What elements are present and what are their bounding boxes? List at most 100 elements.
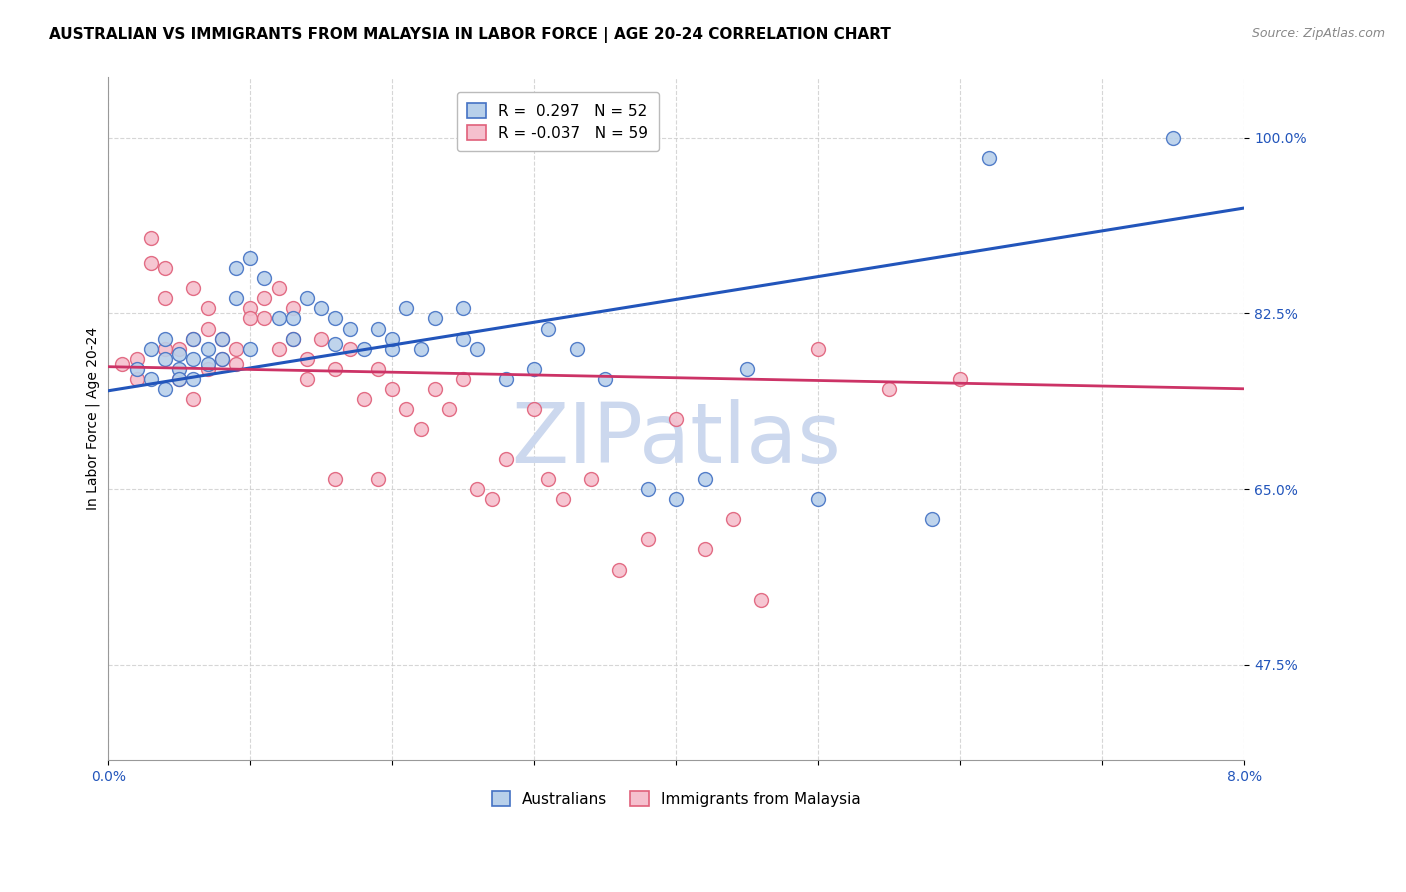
Point — [197, 357, 219, 371]
Point — [225, 357, 247, 371]
Point — [183, 372, 205, 386]
Point — [877, 382, 900, 396]
Point — [125, 361, 148, 376]
Point — [523, 401, 546, 416]
Point — [353, 342, 375, 356]
Legend: Australians, Immigrants from Malaysia: Australians, Immigrants from Malaysia — [484, 783, 869, 814]
Point — [409, 342, 432, 356]
Point — [267, 342, 290, 356]
Point — [665, 412, 688, 426]
Point — [807, 492, 830, 507]
Point — [949, 372, 972, 386]
Point — [183, 281, 205, 295]
Point — [281, 332, 304, 346]
Point — [721, 512, 744, 526]
Point — [495, 372, 517, 386]
Text: ZIPatlas: ZIPatlas — [512, 399, 841, 480]
Point — [153, 292, 176, 306]
Point — [253, 271, 276, 285]
Point — [309, 301, 332, 316]
Point — [325, 472, 347, 486]
Point — [637, 533, 659, 547]
Point — [339, 342, 361, 356]
Point — [367, 472, 389, 486]
Point — [111, 357, 134, 371]
Point — [183, 332, 205, 346]
Point — [381, 382, 404, 396]
Point — [339, 321, 361, 335]
Text: AUSTRALIAN VS IMMIGRANTS FROM MALAYSIA IN LABOR FORCE | AGE 20-24 CORRELATION CH: AUSTRALIAN VS IMMIGRANTS FROM MALAYSIA I… — [49, 27, 891, 43]
Point — [239, 311, 262, 326]
Point — [381, 332, 404, 346]
Point — [325, 361, 347, 376]
Point — [197, 342, 219, 356]
Point — [211, 332, 233, 346]
Point — [153, 382, 176, 396]
Point — [197, 301, 219, 316]
Point — [225, 261, 247, 276]
Point — [693, 472, 716, 486]
Point — [807, 342, 830, 356]
Point — [167, 361, 190, 376]
Point — [1161, 130, 1184, 145]
Point — [437, 401, 460, 416]
Point — [295, 292, 318, 306]
Point — [139, 342, 162, 356]
Point — [139, 256, 162, 270]
Point — [309, 332, 332, 346]
Point — [211, 351, 233, 366]
Point — [693, 542, 716, 557]
Point — [423, 382, 446, 396]
Point — [609, 563, 631, 577]
Point — [467, 342, 489, 356]
Point — [167, 372, 190, 386]
Point — [977, 151, 1000, 165]
Point — [451, 332, 474, 346]
Point — [139, 372, 162, 386]
Point — [751, 592, 773, 607]
Point — [153, 332, 176, 346]
Point — [325, 311, 347, 326]
Point — [295, 351, 318, 366]
Point — [353, 392, 375, 406]
Point — [409, 422, 432, 436]
Point — [565, 342, 588, 356]
Point — [239, 301, 262, 316]
Point — [167, 346, 190, 360]
Point — [735, 361, 758, 376]
Point — [325, 336, 347, 351]
Point — [637, 482, 659, 496]
Point — [295, 372, 318, 386]
Point — [153, 342, 176, 356]
Point — [367, 321, 389, 335]
Point — [267, 281, 290, 295]
Point — [921, 512, 943, 526]
Point — [197, 361, 219, 376]
Point — [239, 342, 262, 356]
Point — [481, 492, 503, 507]
Point — [153, 351, 176, 366]
Point — [281, 301, 304, 316]
Point — [125, 372, 148, 386]
Point — [153, 261, 176, 276]
Point — [467, 482, 489, 496]
Point — [167, 342, 190, 356]
Point — [665, 492, 688, 507]
Point — [253, 292, 276, 306]
Point — [125, 351, 148, 366]
Point — [395, 301, 418, 316]
Point — [281, 311, 304, 326]
Point — [139, 231, 162, 245]
Point — [381, 342, 404, 356]
Point — [537, 472, 560, 486]
Point — [593, 372, 616, 386]
Point — [211, 332, 233, 346]
Y-axis label: In Labor Force | Age 20-24: In Labor Force | Age 20-24 — [86, 327, 100, 510]
Point — [537, 321, 560, 335]
Point — [225, 292, 247, 306]
Point — [495, 452, 517, 467]
Point — [451, 372, 474, 386]
Point — [183, 332, 205, 346]
Point — [197, 321, 219, 335]
Point — [253, 311, 276, 326]
